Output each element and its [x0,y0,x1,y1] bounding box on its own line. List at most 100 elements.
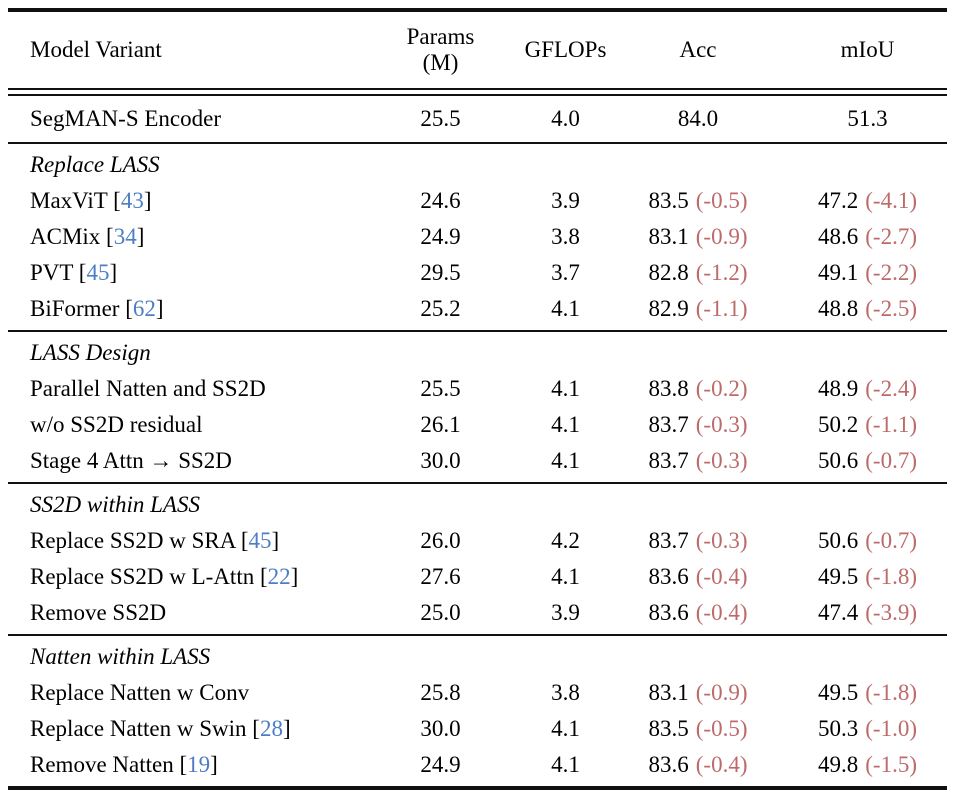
acc-value: 83.6 [648,600,689,625]
miou-delta: (-2.7) [865,224,917,249]
miou-cell: 49.1 (-2.2) [788,260,947,286]
acc-cell: 83.6 (-0.4) [608,752,788,778]
acc-cell: 83.7 (-0.3) [608,528,788,554]
miou-delta: (-2.2) [865,260,917,285]
miou-cell: 47.2 (-4.1) [788,188,947,214]
gflops-cell: 4.2 [551,528,580,553]
miou-value: 48.9 [818,376,859,401]
miou-delta: (-1.1) [865,412,917,437]
model-variant-cell: PVT [45] [8,260,358,286]
citation-link[interactable]: 62 [132,296,156,321]
acc-cell: 83.1 (-0.9) [608,224,788,250]
section-divider-rule [8,634,947,636]
model-variant-cell: Remove Natten [19] [8,752,358,778]
table-row: Replace SS2D w SRA [45] 26.0 4.2 83.7 (-0… [8,523,947,559]
miou-delta: (-1.5) [865,752,917,777]
gflops-cell: 3.8 [551,224,580,249]
miou-delta: (-3.9) [865,600,917,625]
miou-cell: 50.3 (-1.0) [788,716,947,742]
citation-link[interactable]: 19 [187,752,211,777]
miou-delta: (-1.0) [865,716,917,741]
column-header-params-line1: Params [406,24,475,50]
table-section: Natten within LASS Replace Natten w Conv… [8,636,947,786]
model-variant-cell: Stage 4 Attn → SS2D [8,448,358,474]
acc-value: 83.5 [648,716,689,741]
acc-cell: 82.8 (-1.2) [608,260,788,286]
acc-value: 83.6 [648,752,689,777]
model-variant-text: MaxViT [ [30,188,121,213]
section-title-row: Natten within LASS [8,639,947,675]
miou-value: 50.3 [818,716,859,741]
acc-value: 83.7 [648,448,689,473]
acc-delta: (-0.3) [695,412,748,437]
acc-cell: 83.7 (-0.3) [608,412,788,438]
table-section: LASS Design Parallel Natten and SS2D 25.… [8,332,947,482]
section-title-row: SS2D within LASS [8,487,947,523]
citation-link[interactable]: 22 [267,564,291,589]
acc-delta: (-0.3) [695,528,748,553]
miou-value: 49.1 [818,260,859,285]
section-title: Replace LASS [30,152,160,177]
miou-delta: (-2.5) [865,296,917,321]
acc-value: 83.6 [648,564,689,589]
acc-value: 82.9 [648,296,689,321]
table-header-row: Model Variant Params (M) GFLOPs Acc mIoU [8,12,947,88]
params-cell: 25.2 [420,296,461,321]
header-double-rule [8,88,947,96]
column-header-miou: mIoU [840,37,895,62]
miou-cell: 51.3 [847,106,888,131]
gflops-cell: 3.7 [551,260,580,285]
miou-delta: (-4.1) [865,188,917,213]
table-row: PVT [45] 29.5 3.7 82.8 (-1.2) 49.1 (-2.2) [8,255,947,291]
acc-cell: 83.1 (-0.9) [608,680,788,706]
acc-value: 82.8 [648,260,689,285]
citation-close-bracket: ] [271,528,280,553]
citation-link[interactable]: 28 [259,716,283,741]
acc-delta: (-0.9) [695,224,748,249]
acc-value: 83.5 [648,188,689,213]
acc-delta: (-0.3) [695,448,748,473]
miou-delta: (-0.7) [865,528,917,553]
citation-close-bracket: ] [136,224,145,249]
citation-link[interactable]: 45 [248,528,272,553]
model-variant-cell: ACMix [34] [8,224,358,250]
miou-cell: 48.6 (-2.7) [788,224,947,250]
gflops-cell: 4.1 [551,376,580,401]
table-row: Replace Natten w Swin [28] 30.0 4.1 83.5… [8,711,947,747]
model-variant-cell: Remove SS2D [8,600,358,626]
citation-close-bracket: ] [155,296,164,321]
acc-delta: (-1.2) [695,260,748,285]
acc-cell: 83.5 (-0.5) [608,716,788,742]
params-cell: 24.6 [420,188,461,213]
table-section: Replace LASS MaxViT [43] 24.6 3.9 83.5 (-… [8,144,947,330]
model-variant-text: Remove Natten [ [30,752,188,777]
citation-link[interactable]: 45 [86,260,110,285]
model-variant-text: Stage 4 Attn → SS2D [30,448,232,473]
acc-delta: (-1.1) [695,296,748,321]
citation-link[interactable]: 43 [120,188,144,213]
table-row: BiFormer [62] 25.2 4.1 82.9 (-1.1) 48.8 (-… [8,291,947,327]
model-variant-cell: Replace SS2D w L-Attn [22] [8,564,358,590]
acc-value: 83.7 [648,412,689,437]
params-cell: 25.8 [420,680,461,705]
table-row: Parallel Natten and SS2D 25.5 4.1 83.8 (-… [8,371,947,407]
params-cell: 30.0 [420,448,461,473]
params-cell: 25.5 [420,376,461,401]
citation-link[interactable]: 34 [113,224,137,249]
model-variant-text: w/o SS2D residual [30,412,203,437]
acc-delta: (-0.9) [695,680,748,705]
table-row: Replace SS2D w L-Attn [22] 27.6 4.1 83.6… [8,559,947,595]
params-cell: 25.0 [420,600,461,625]
model-variant-cell: MaxViT [43] [8,188,358,214]
params-cell: 25.5 [420,106,461,131]
acc-cell: 84.0 [677,106,719,131]
params-cell: 26.1 [420,412,461,437]
column-header-acc: Acc [679,37,717,62]
table-top-rule [8,8,947,12]
section-divider-rule [8,482,947,484]
params-cell: 26.0 [420,528,461,553]
table-bottom-rule [8,786,947,790]
section-title-row: LASS Design [8,335,947,371]
citation-close-bracket: ] [290,564,299,589]
baseline-divider-rule [8,142,947,144]
